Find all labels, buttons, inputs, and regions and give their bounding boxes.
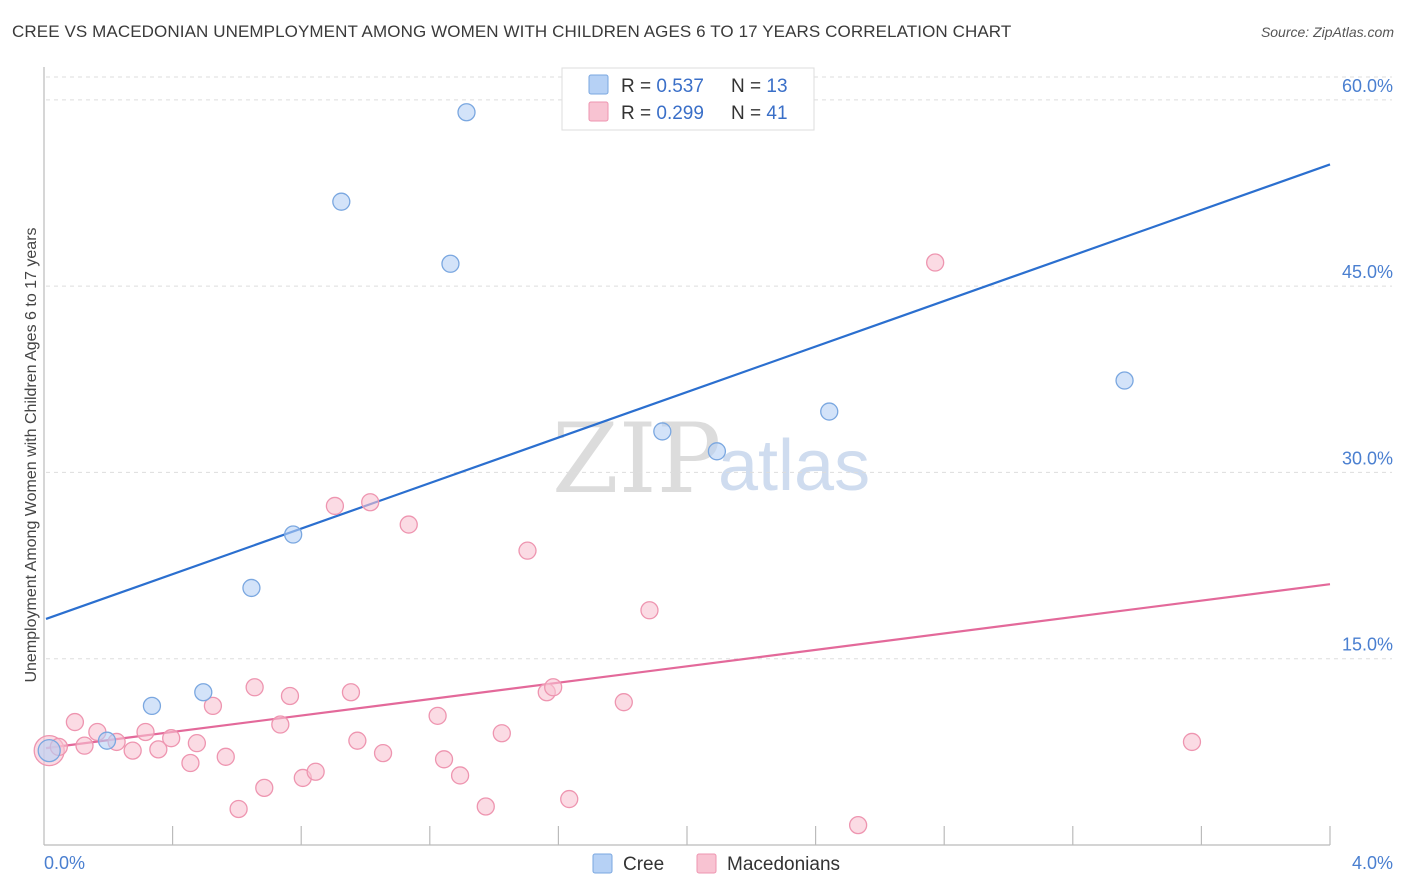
point-macedonians <box>476 797 495 816</box>
point-macedonians <box>149 740 168 759</box>
point-macedonians <box>926 253 945 272</box>
bottom-legend-swatch-cree <box>592 853 613 874</box>
bottom-legend-macedonians: Macedonians <box>727 854 840 875</box>
data-points <box>33 103 1202 835</box>
point-cree <box>97 731 117 750</box>
point-macedonians <box>187 734 207 753</box>
point-cree <box>707 442 727 461</box>
legend-cree-n-label: N = <box>731 76 766 97</box>
point-macedonians <box>428 706 447 725</box>
legend-swatch-macedonians <box>588 101 609 122</box>
point-cree <box>194 683 213 702</box>
point-macedonians <box>280 686 300 706</box>
point-cree <box>242 578 261 598</box>
bottom-legend-cree: Cree <box>623 854 664 875</box>
point-macedonians <box>544 678 563 697</box>
point-macedonians <box>450 766 470 785</box>
point-macedonians <box>560 789 579 809</box>
point-macedonians <box>848 815 868 835</box>
point-macedonians <box>245 678 264 697</box>
watermark-atlas: atlas <box>718 426 870 506</box>
y-tick-label: 60.0% <box>1342 76 1393 96</box>
point-macedonians <box>373 743 393 763</box>
x-tick-label-min: 0.0% <box>44 853 85 873</box>
point-macedonians <box>216 747 235 766</box>
point-macedonians <box>271 715 290 734</box>
y-tick-label: 30.0% <box>1342 448 1393 468</box>
y-tick-labels: 15.0% 30.0% 45.0% 60.0% <box>1342 76 1393 655</box>
point-cree <box>820 402 839 421</box>
point-macedonians <box>65 712 85 732</box>
point-macedonians <box>361 493 380 512</box>
trend-line-macedonians <box>45 583 1331 750</box>
legend-row-cree: R = 0.537 N = 13 <box>621 76 788 97</box>
point-macedonians <box>306 762 325 781</box>
correlation-legend: R = 0.537 N = 13 R = 0.299 N = 41 <box>561 67 815 131</box>
trend-line-cree <box>45 163 1331 621</box>
point-macedonians <box>123 741 142 760</box>
point-macedonians <box>203 696 223 716</box>
legend-mac-r-value: 0.299 <box>656 103 704 124</box>
legend-swatch-cree <box>588 74 609 95</box>
point-macedonians <box>434 750 454 769</box>
y-tick-label: 15.0% <box>1342 635 1393 655</box>
x-tick-label-max: 4.0% <box>1352 853 1393 873</box>
point-cree <box>332 192 351 211</box>
legend-mac-n-value: 41 <box>766 103 787 124</box>
point-macedonians <box>255 778 274 798</box>
axes <box>43 67 1331 846</box>
point-cree <box>37 738 61 763</box>
point-macedonians <box>518 541 537 560</box>
legend-cree-n-value: 13 <box>766 76 787 97</box>
legend-mac-r-label: R = <box>621 103 656 124</box>
trend-lines <box>45 163 1331 750</box>
point-cree <box>142 696 162 716</box>
legend-row-macedonians: R = 0.299 N = 41 <box>621 103 788 124</box>
bottom-legend-swatch-macedonians <box>696 853 717 874</box>
point-macedonians <box>75 736 94 755</box>
point-macedonians <box>348 731 367 750</box>
point-cree <box>284 525 303 544</box>
point-cree <box>457 103 476 122</box>
point-macedonians <box>399 515 418 534</box>
point-macedonians <box>325 496 345 516</box>
point-cree <box>441 254 460 273</box>
y-axis-label: Unemployment Among Women with Children A… <box>23 227 40 682</box>
point-macedonians <box>492 724 511 743</box>
point-macedonians <box>1182 732 1202 752</box>
series-legend: Cree Macedonians <box>592 853 840 875</box>
point-cree <box>1115 371 1134 390</box>
point-cree <box>653 422 672 441</box>
point-macedonians <box>181 753 200 773</box>
legend-mac-n-label: N = <box>731 103 766 124</box>
gridlines <box>46 76 1392 660</box>
y-tick-label: 45.0% <box>1342 262 1393 282</box>
point-macedonians <box>341 683 361 702</box>
point-macedonians <box>136 722 155 742</box>
point-macedonians <box>614 693 633 712</box>
source-credit: Source: ZipAtlas.com <box>1260 24 1394 40</box>
legend-cree-r-value: 0.537 <box>656 76 704 97</box>
watermark-zip: ZIP <box>552 403 721 515</box>
legend-cree-r-label: R = <box>621 76 656 97</box>
chart-title: CREE VS MACEDONIAN UNEMPLOYMENT AMONG WO… <box>12 22 1012 41</box>
point-macedonians <box>229 799 248 819</box>
point-macedonians <box>162 729 181 748</box>
point-macedonians <box>640 601 659 620</box>
